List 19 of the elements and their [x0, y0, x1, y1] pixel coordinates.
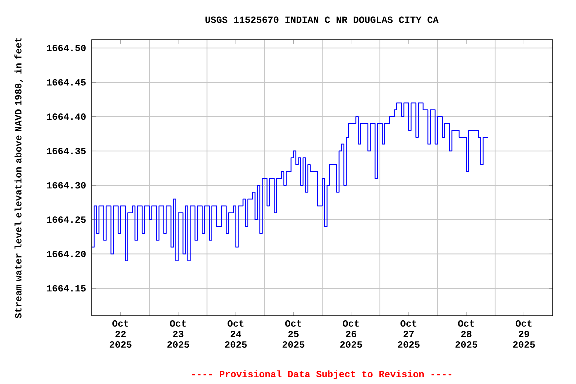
- x-tick-label: Oct 24 2025: [225, 320, 247, 348]
- text: ---- Provisional Data Subject to Revision ----: [192, 370, 452, 380]
- y-tick-label: 1664.25: [47, 216, 86, 224]
- y-tick-label: 1664.20: [47, 250, 86, 258]
- y-tick-label: 1664.35: [47, 148, 86, 154]
- x-tick-label: Oct 27 2025: [398, 320, 420, 348]
- y-tick-label: 1664.45: [47, 79, 86, 86]
- x-tick-label: Oct 29 2025: [513, 320, 536, 348]
- y-tick-label: 1664.40: [47, 114, 86, 120]
- y-tick-label: 1664.50: [47, 45, 86, 52]
- chart-title: USGS 11525670 INDIAN C NR DOUGLAS CITY CA: [206, 16, 439, 24]
- x-tick-label: Oct 26 2025: [340, 320, 362, 348]
- x-tick-label: Oct 23 2025: [168, 320, 190, 348]
- y-tick-label: 1664.30: [47, 182, 86, 189]
- x-tick-label: Oct 25 2025: [282, 320, 305, 348]
- x-tick-label: Oct 28 2025: [456, 320, 478, 348]
- y-axis-title: Stream water level elevation above NAVD 1988, in feet: [14, 38, 24, 319]
- y-tick-label: 1664.15: [47, 285, 86, 292]
- x-tick-label: Oct 22 2025: [110, 320, 132, 348]
